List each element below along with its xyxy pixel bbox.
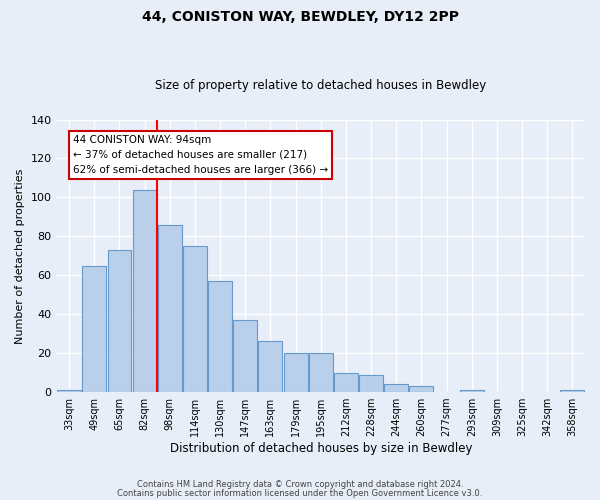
Bar [208,281,232,392]
Bar [460,390,484,392]
Title: Size of property relative to detached houses in Bewdley: Size of property relative to detached ho… [155,79,487,92]
X-axis label: Distribution of detached houses by size in Bewdley: Distribution of detached houses by size … [170,442,472,455]
Bar [158,224,182,392]
Text: Contains HM Land Registry data © Crown copyright and database right 2024.: Contains HM Land Registry data © Crown c… [137,480,463,489]
Bar [133,190,157,392]
Bar [359,374,383,392]
Bar [233,320,257,392]
Bar [57,390,81,392]
Bar [284,353,308,392]
Bar [334,372,358,392]
Bar [107,250,131,392]
Text: 44 CONISTON WAY: 94sqm
← 37% of detached houses are smaller (217)
62% of semi-de: 44 CONISTON WAY: 94sqm ← 37% of detached… [73,135,328,174]
Bar [385,384,408,392]
Bar [183,246,207,392]
Bar [409,386,433,392]
Bar [82,266,106,392]
Y-axis label: Number of detached properties: Number of detached properties [15,168,25,344]
Bar [560,390,584,392]
Bar [309,353,333,392]
Text: 44, CONISTON WAY, BEWDLEY, DY12 2PP: 44, CONISTON WAY, BEWDLEY, DY12 2PP [142,10,458,24]
Text: Contains public sector information licensed under the Open Government Licence v3: Contains public sector information licen… [118,490,482,498]
Bar [259,342,283,392]
